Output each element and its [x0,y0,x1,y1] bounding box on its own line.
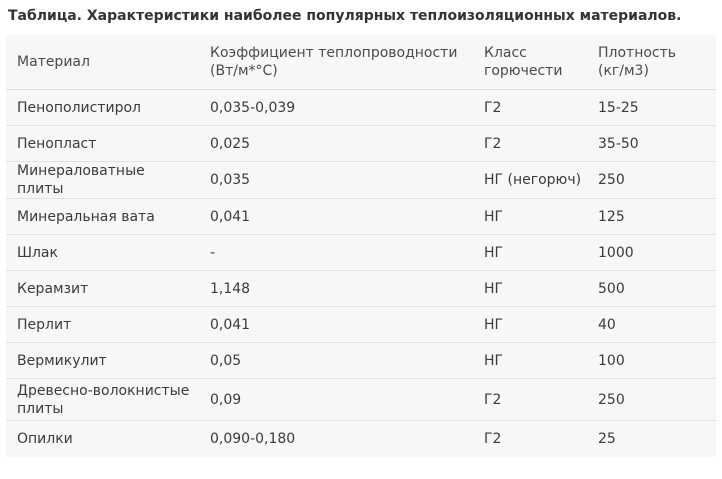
cell-density: 125 [587,198,716,235]
header-conductivity: Коэффициент теплопроводности (Вт/м*°С) [199,35,473,90]
cell-density: 40 [587,306,716,343]
table-row: Минеральная вата 0,041 НГ 125 [6,198,716,235]
cell-material: Керамзит [6,270,199,307]
table-header: Материал Коэффициент теплопроводности (В… [6,35,716,90]
table-body: Пенополистирол 0,035-0,039 Г2 15-25 Пено… [6,89,716,457]
cell-flammability: НГ [473,234,587,271]
header-material-line1: Материал [17,54,90,70]
cell-flammability: НГ [473,270,587,307]
cell-material: Пенопласт [6,125,199,162]
cell-density: 25 [598,430,616,447]
cell-conductivity: 0,05 [199,342,473,379]
cell-conductivity: 0,025 [199,125,473,162]
cell-flammability: Г2 [473,89,587,126]
header-flammability-line1: Класс [484,45,527,61]
cell-density: 250 [587,161,716,199]
cell-flammability: НГ [473,198,587,235]
table-row: Керамзит 1,148 НГ 500 [6,270,716,307]
cell-material: Минераловатные плиты [6,161,199,199]
cell-material: Шлак [6,234,199,271]
header-flammability: Класс горючести [473,35,587,90]
cell-conductivity: 0,09 [199,378,473,421]
cell-conductivity: 0,041 [199,198,473,235]
cell-conductivity: 0,035-0,039 [199,89,473,126]
cell-flammability: НГ [473,342,587,379]
cell-material: Минеральная вата [6,198,199,235]
cell-density: 1000 [587,234,716,271]
header-material: Материал [6,35,199,90]
cell-flammability: Г2 [473,125,587,162]
materials-table: Материал Коэффициент теплопроводности (В… [6,35,716,457]
cell-material: Опилки [17,430,73,447]
cell-flammability: Г2 [473,378,587,421]
header-density-line2: (кг/м3) [598,63,649,79]
header-density: Плотность (кг/м3) [587,35,716,90]
cell-conductivity: 0,041 [199,306,473,343]
header-density-line1: Плотность [598,45,677,61]
cell-density: 250 [587,378,716,421]
cell-material: Перлит [6,306,199,343]
header-conductivity-line2: (Вт/м*°С) [210,63,278,79]
table-row: Пенополистирол 0,035-0,039 Г2 15-25 [6,89,716,126]
table-row: Опилки 0,090-0,180 Г2 25 [6,421,716,457]
header-row: Материал Коэффициент теплопроводности (В… [6,35,716,90]
cell-flammability: Г2 [484,430,502,447]
cell-conductivity: - [199,234,473,271]
cell-material: Вермикулит [6,342,199,379]
cell-conductivity: 1,148 [199,270,473,307]
cell-conductivity: 0,090-0,180 [210,430,296,447]
header-flammability-line2: горючести [484,63,563,79]
table-caption: Таблица. Характеристики наиболее популяр… [8,8,682,24]
table-row: Древесно-волокнистые плиты 0,09 Г2 250 [6,378,716,421]
table-row: Пенопласт 0,025 Г2 35-50 [6,125,716,162]
cell-conductivity: 0,035 [199,161,473,199]
header-conductivity-line1: Коэффициент теплопроводности [210,45,458,61]
cell-density: 100 [587,342,716,379]
cell-density: 15-25 [587,89,716,126]
table-row: Вермикулит 0,05 НГ 100 [6,342,716,379]
cell-material: Пенополистирол [6,89,199,126]
table-row: Минераловатные плиты 0,035 НГ (негорюч) … [6,161,716,199]
table-row: Перлит 0,041 НГ 40 [6,306,716,343]
cell-density: 35-50 [587,125,716,162]
cell-material: Древесно-волокнистые плиты [6,378,199,421]
cell-flammability: НГ [473,306,587,343]
cell-density: 500 [587,270,716,307]
table-row: Шлак - НГ 1000 [6,234,716,271]
cell-flammability: НГ (негорюч) [473,161,587,199]
